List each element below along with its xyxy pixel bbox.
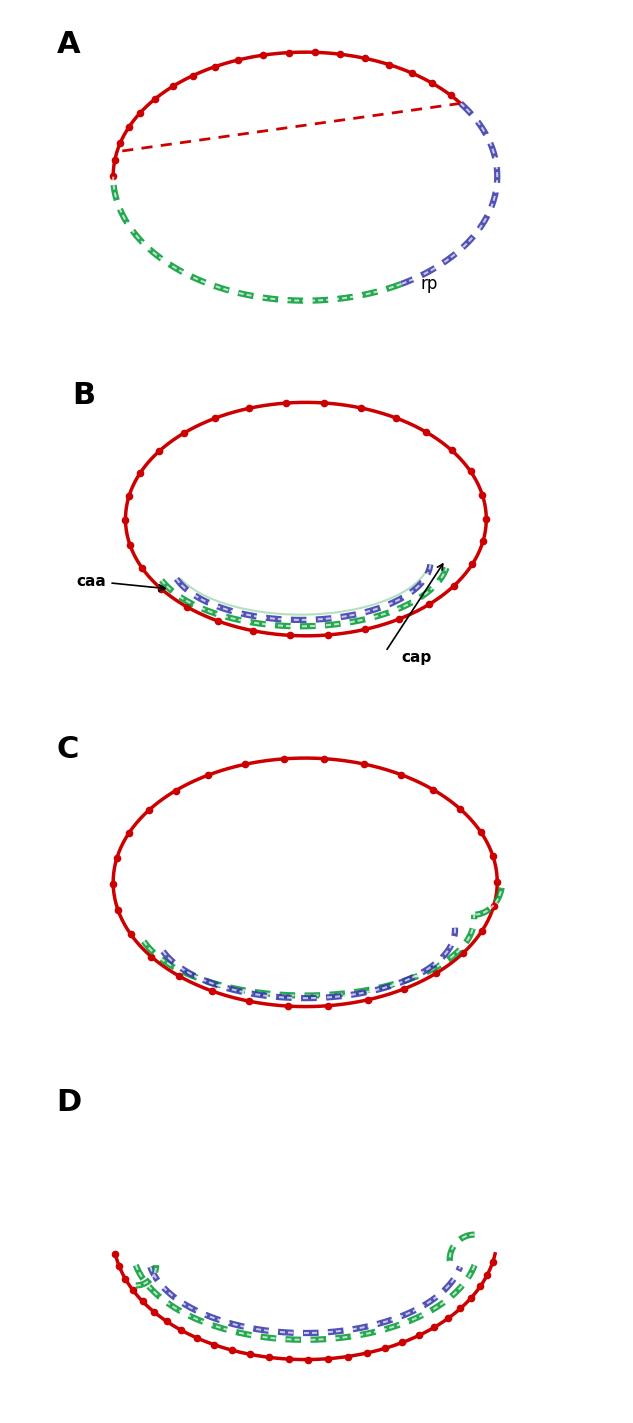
Text: cap: cap xyxy=(401,650,432,666)
Text: A: A xyxy=(57,30,80,58)
Text: D: D xyxy=(57,1089,82,1117)
Text: C: C xyxy=(57,736,79,764)
Text: caa: caa xyxy=(77,573,165,591)
Text: B: B xyxy=(72,381,96,410)
Text: rp: rp xyxy=(420,275,438,293)
